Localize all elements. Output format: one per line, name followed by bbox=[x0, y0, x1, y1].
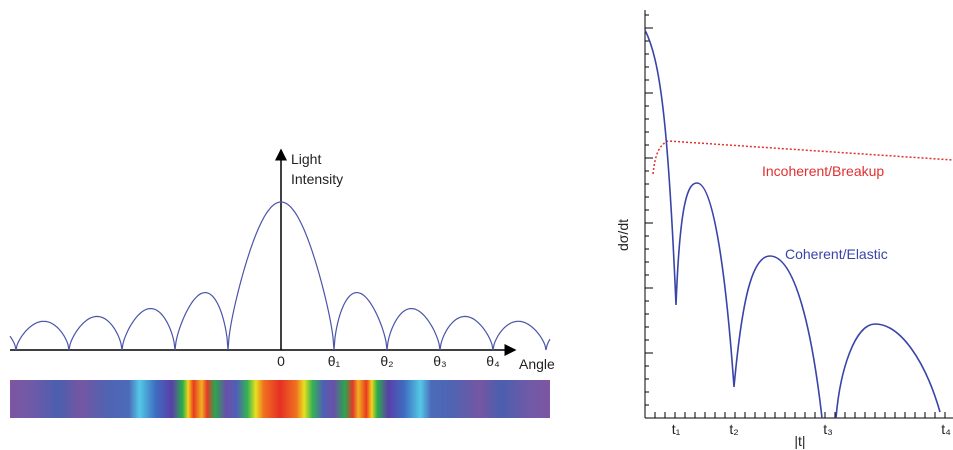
tick-label: t₃ bbox=[823, 421, 833, 437]
tick-label: t₁ bbox=[672, 421, 681, 437]
tick-label: 0 bbox=[277, 353, 285, 369]
y-label: dσ/dt bbox=[615, 219, 631, 251]
coherent-label: Coherent/Elastic bbox=[785, 246, 888, 262]
tick-label: θ₁ bbox=[328, 353, 341, 369]
tick-label: θ₃ bbox=[433, 353, 447, 369]
intensity-curve bbox=[9, 201, 551, 351]
incoherent-curve bbox=[652, 140, 953, 175]
x-label: Angle bbox=[519, 356, 555, 372]
tick-label: t₄ bbox=[941, 421, 951, 437]
x-label: |t| bbox=[794, 433, 805, 449]
incoherent-label: Incoherent/Breakup bbox=[762, 163, 884, 179]
diffraction-pattern bbox=[10, 380, 550, 418]
tick-label: θ₄ bbox=[486, 353, 500, 369]
y-label: Intensity bbox=[291, 171, 343, 187]
tick-label: t₂ bbox=[729, 421, 738, 437]
tick-label: θ₂ bbox=[380, 353, 393, 369]
y-label: Light bbox=[291, 151, 321, 167]
coherent-curve bbox=[644, 29, 941, 419]
